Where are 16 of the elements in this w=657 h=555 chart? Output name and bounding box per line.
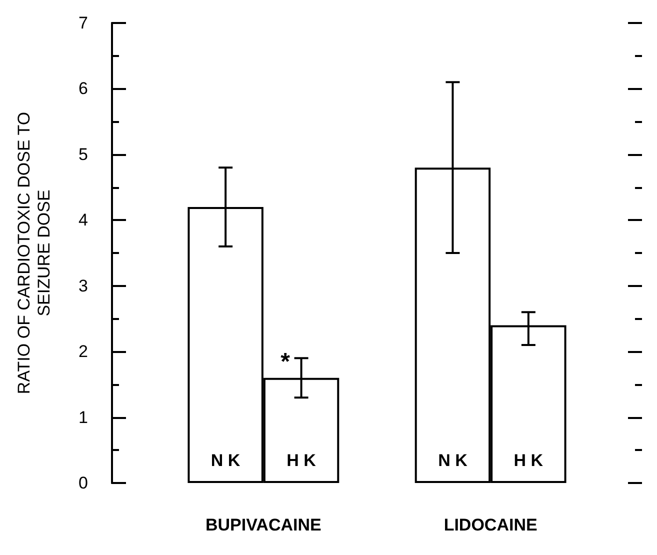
annotation: *	[280, 348, 291, 376]
x-tick-label: N K	[438, 451, 468, 470]
text: BUPIVACAINE	[205, 516, 322, 534]
y-tick-label: 5	[78, 144, 88, 164]
y-tick-label: 4	[78, 210, 88, 230]
x-tick-label: H K	[514, 451, 544, 470]
y-axis-title: RATIO OF CARDIOTOXIC DOSE TO SEIZURE DOSE	[14, 112, 54, 394]
y-tick-label: 1	[78, 408, 88, 427]
y-tick-label: 7	[78, 14, 88, 32]
y-tick-label: 0	[78, 474, 88, 492]
y-tick-label: 2	[78, 342, 88, 362]
x-tick-label: H K	[286, 451, 317, 470]
y-tick-label: 6	[78, 79, 88, 98]
x-tick-label: N K	[210, 451, 241, 470]
y-tick-label: 3	[78, 276, 88, 296]
text: LIDOCAINE	[444, 516, 538, 534]
